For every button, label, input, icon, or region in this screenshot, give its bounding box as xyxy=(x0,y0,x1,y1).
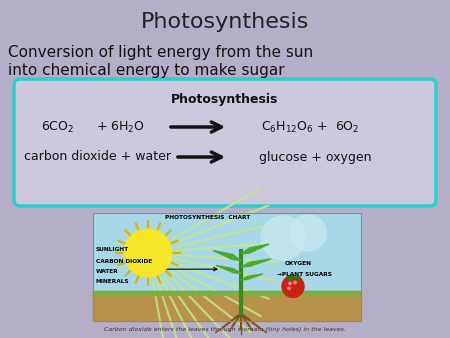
Circle shape xyxy=(289,282,291,285)
Text: Conversion of light energy from the sun: Conversion of light energy from the sun xyxy=(8,45,313,59)
FancyBboxPatch shape xyxy=(14,79,436,206)
Circle shape xyxy=(294,281,296,284)
Bar xyxy=(93,291,361,321)
Polygon shape xyxy=(287,275,300,282)
Text: →PLANT SUGARS: →PLANT SUGARS xyxy=(277,272,332,277)
Text: 6CO$_2$: 6CO$_2$ xyxy=(41,119,75,135)
Text: WATER: WATER xyxy=(96,269,119,274)
Text: Photosynthesis: Photosynthesis xyxy=(171,94,279,106)
Circle shape xyxy=(282,275,304,297)
Circle shape xyxy=(261,216,305,260)
Polygon shape xyxy=(241,274,263,280)
Text: into chemical energy to make sugar: into chemical energy to make sugar xyxy=(8,63,284,77)
Polygon shape xyxy=(216,265,241,273)
Bar xyxy=(93,291,361,295)
Polygon shape xyxy=(241,259,271,267)
Text: carbon dioxide + water: carbon dioxide + water xyxy=(24,150,171,164)
Bar xyxy=(93,213,361,321)
Text: PHOTOSYNTHESIS  CHART: PHOTOSYNTHESIS CHART xyxy=(165,215,250,220)
Text: MINERALS: MINERALS xyxy=(96,279,130,284)
Polygon shape xyxy=(241,244,269,254)
Polygon shape xyxy=(213,250,241,261)
Circle shape xyxy=(124,229,172,277)
Circle shape xyxy=(290,215,326,251)
Text: glucose + oxygen: glucose + oxygen xyxy=(259,150,371,164)
Text: Photosynthesis: Photosynthesis xyxy=(141,12,309,32)
Text: C$_6$H$_{12}$O$_6$ +  6O$_2$: C$_6$H$_{12}$O$_6$ + 6O$_2$ xyxy=(261,119,359,135)
Text: Carbon dioxide enters the leaves through stomata (tiny holes) in the leaves.: Carbon dioxide enters the leaves through… xyxy=(104,328,346,333)
Text: + 6H$_2$O: + 6H$_2$O xyxy=(95,119,144,135)
Bar xyxy=(93,213,361,291)
Text: CARBON DIOXIDE: CARBON DIOXIDE xyxy=(96,259,152,264)
Text: SUNLIGHT: SUNLIGHT xyxy=(96,247,129,252)
Circle shape xyxy=(288,287,290,290)
Text: OXYGEN: OXYGEN xyxy=(285,261,312,266)
